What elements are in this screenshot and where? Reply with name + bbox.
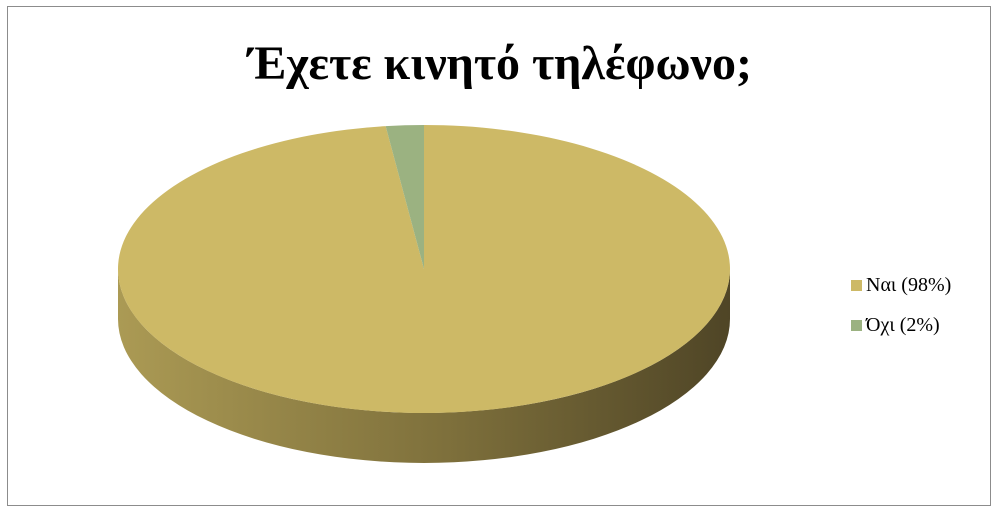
legend-swatch-yes: [851, 279, 862, 291]
legend: Ναι (98%) Όχι (2%): [851, 274, 951, 354]
chart-title: Έχετε κινητό τηλέφωνο;: [248, 37, 752, 90]
pie-side-wall: [118, 269, 730, 463]
pie-slice-yes: [117, 125, 730, 413]
pie-slice-no: [385, 125, 424, 269]
legend-swatch-no: [851, 319, 862, 331]
pie-sides: [118, 269, 730, 463]
legend-item-no: Όχι (2%): [851, 314, 951, 336]
legend-label-no: Όχι (2%): [866, 313, 940, 336]
pie-top: [117, 125, 730, 413]
legend-item-yes: Ναι (98%): [851, 274, 951, 296]
legend-label-yes: Ναι (98%): [866, 273, 952, 296]
